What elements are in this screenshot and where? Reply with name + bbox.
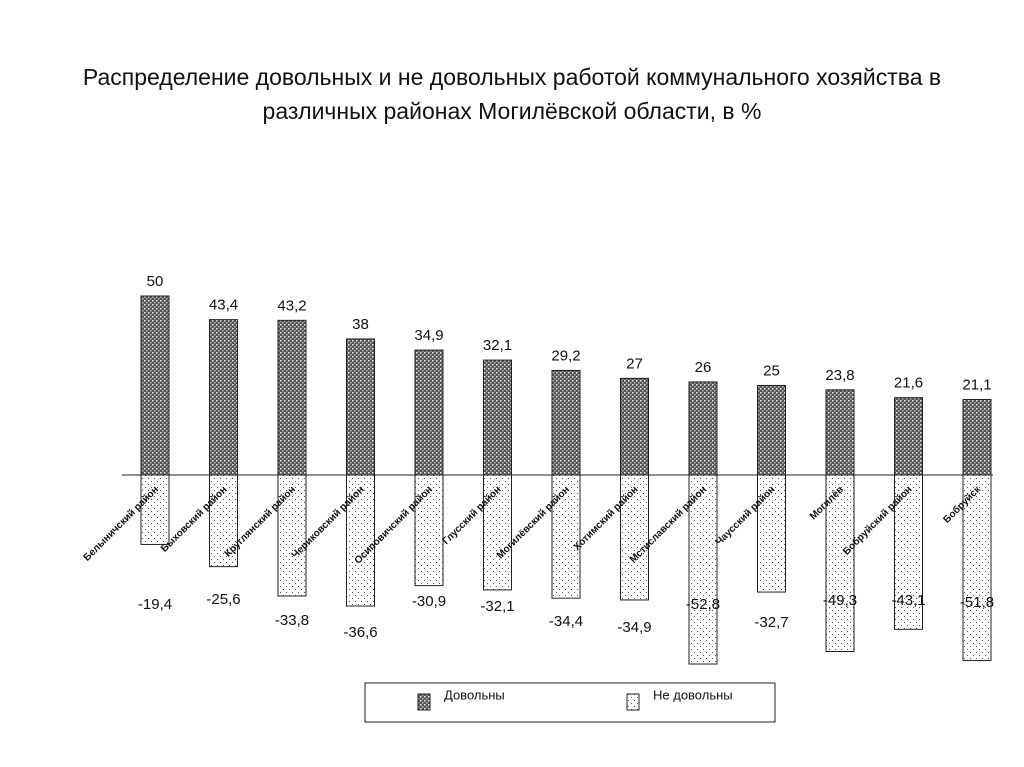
value-label: -49,3 (823, 592, 857, 609)
value-label: 50 (147, 273, 164, 290)
value-label: 21,1 (962, 376, 991, 393)
value-label: -34,4 (549, 613, 583, 630)
value-label: 43,2 (277, 297, 306, 314)
bar (346, 474, 375, 607)
bar (414, 349, 444, 476)
value-label: 32,1 (483, 337, 512, 354)
value-label: 25 (763, 362, 780, 379)
value-label: 34,9 (414, 327, 443, 344)
bar (346, 338, 375, 476)
bar (825, 474, 855, 652)
legend-label: Не довольны (653, 687, 733, 702)
value-label: -36,6 (343, 624, 377, 641)
bar (688, 474, 718, 665)
value-label: 29,2 (551, 347, 580, 364)
value-label: 27 (626, 355, 643, 372)
value-label: 26 (695, 359, 712, 376)
bar (209, 474, 238, 568)
legend-swatch (417, 693, 431, 711)
value-label: -25,6 (206, 591, 240, 608)
value-label: -32,7 (754, 614, 788, 631)
bar (483, 474, 512, 591)
value-label: -52,8 (686, 596, 720, 613)
legend-swatch (626, 693, 640, 711)
bar (688, 381, 718, 476)
value-label: 43,4 (209, 297, 238, 314)
bar (277, 319, 307, 476)
value-label: -19,4 (138, 596, 172, 613)
value-label: -33,8 (275, 612, 309, 629)
chart-title: Распределение довольных и не довольных р… (82, 64, 942, 124)
value-label: -51,8 (960, 594, 994, 611)
bar (620, 377, 649, 476)
value-label: -43,1 (891, 592, 925, 609)
legend-label: Довольны (444, 687, 505, 702)
value-label: 23,8 (825, 367, 854, 384)
legend-box (364, 682, 776, 723)
bar (894, 474, 923, 630)
bar (140, 474, 170, 545)
bar (483, 359, 512, 476)
bar (825, 389, 855, 476)
bar (209, 319, 238, 476)
bar (894, 397, 923, 476)
bar (277, 474, 307, 597)
value-label: -34,9 (617, 619, 651, 636)
bar (962, 398, 992, 476)
bar (620, 474, 649, 601)
bar (551, 474, 581, 599)
value-label: -32,1 (480, 598, 514, 615)
bar (551, 369, 581, 476)
bar (140, 295, 170, 476)
value-label: -30,9 (412, 593, 446, 610)
value-label: 21,6 (894, 375, 923, 392)
value-label: 38 (352, 316, 369, 333)
bar (757, 385, 786, 476)
